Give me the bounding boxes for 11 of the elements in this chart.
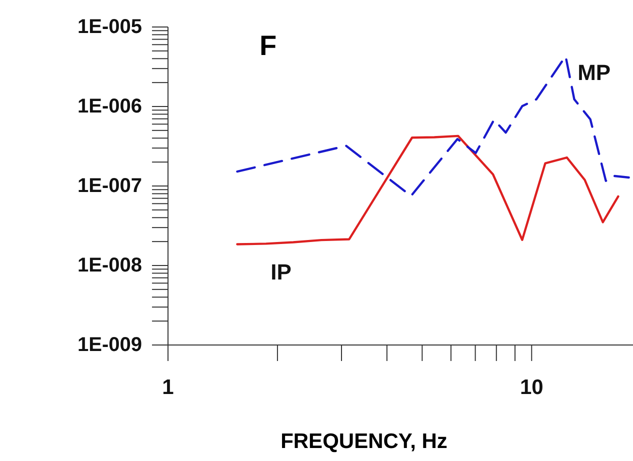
y-tick-label: 1E-008 [78,254,142,276]
y-tick-label: 1E-009 [78,334,142,356]
y-tick-label: 1E-005 [78,16,142,38]
x-tick-label: 10 [520,376,544,399]
series-label: MP [578,60,611,86]
x-tick-label: 1 [162,376,174,399]
series-label: IP [270,260,292,285]
chart-title: F [259,30,277,61]
y-tick-label: 1E-007 [78,175,142,197]
y-tick-label: 1E-006 [78,96,142,118]
x-axis-title: FREQUENCY, Hz [280,430,448,453]
